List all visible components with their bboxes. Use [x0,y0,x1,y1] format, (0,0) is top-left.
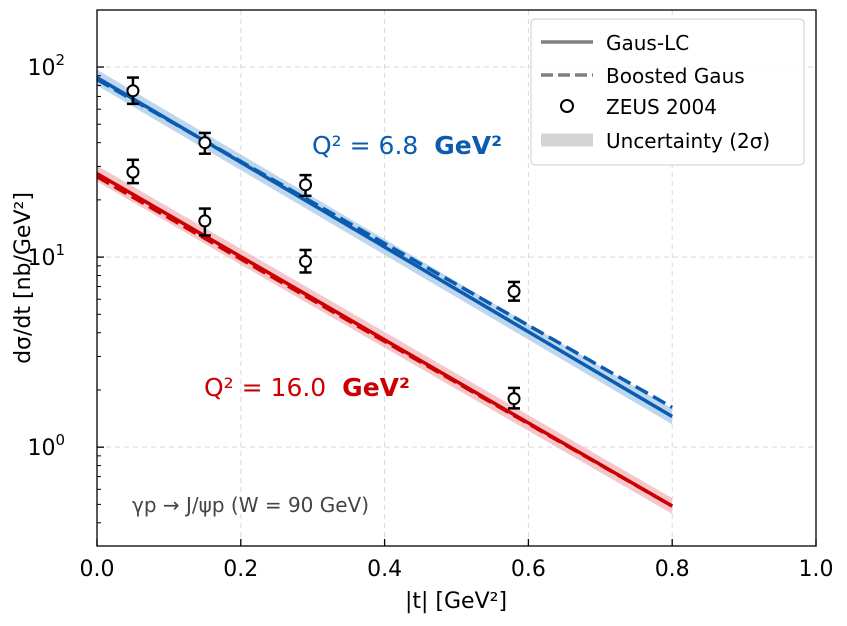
legend-label-boosted-gaus: Boosted Gaus [606,64,745,88]
x-tick-label: 0.8 [655,557,690,582]
y-tick-label: 102 [27,51,65,81]
zeus-data-point [126,84,140,98]
y-axis-label: dσ/dt [nb/GeV²] [11,192,36,364]
axis-ticks: 0.0 0.2 0.4 0.6 0.8 1.0 100 101 102 [27,51,833,582]
grid [97,10,816,546]
y-tick-label: 101 [27,241,65,271]
zeus-data-point [198,136,212,150]
model-lines [96,76,674,508]
series-label-q2-16.0: Q² = 16.0 GeV² [204,373,410,402]
zeus-data-point [299,254,313,268]
zeus-data-point [126,165,140,179]
legend-label-uncertainty: Uncertainty (2σ) [606,129,770,153]
gaus-lc-line-1 [96,172,674,508]
series-label-q2-6.8-unit: GeV² [434,131,502,160]
zeus-data-point [198,214,212,228]
x-tick-label: 0.6 [511,557,546,582]
zeus-data-point [299,178,313,192]
series-label-q2-16.0-value: Q² = 16.0 [204,373,326,402]
data-points [126,76,521,410]
legend-label-gaus-lc: Gaus-LC [606,31,689,55]
legend-box [530,18,805,166]
legend: Gaus-LC Boosted Gaus ZEUS 2004 Uncertain… [530,18,805,166]
zeus-data-point [507,392,521,406]
zeus-data-point [507,284,521,298]
plot-frame [96,9,817,547]
legend-marker-swatch [560,99,574,113]
gaus-lc-line-0 [96,76,674,418]
y-tick-label: 100 [27,431,65,461]
x-axis-label: |t| [GeV²] [405,589,507,614]
x-tick-label: 0.4 [367,557,402,582]
series-label-q2-6.8-value: Q² = 6.8 [312,131,418,160]
x-tick-label: 0.0 [80,557,115,582]
series-label-q2-16.0-unit: GeV² [342,373,410,402]
x-tick-label: 0.2 [223,557,258,582]
series-label-q2-6.8: Q² = 6.8 GeV² [312,131,502,160]
process-annotation: γp → J/ψp (W = 90 GeV) [132,493,369,517]
x-tick-label: 1.0 [799,557,834,582]
legend-label-zeus-2004: ZEUS 2004 [606,95,717,119]
